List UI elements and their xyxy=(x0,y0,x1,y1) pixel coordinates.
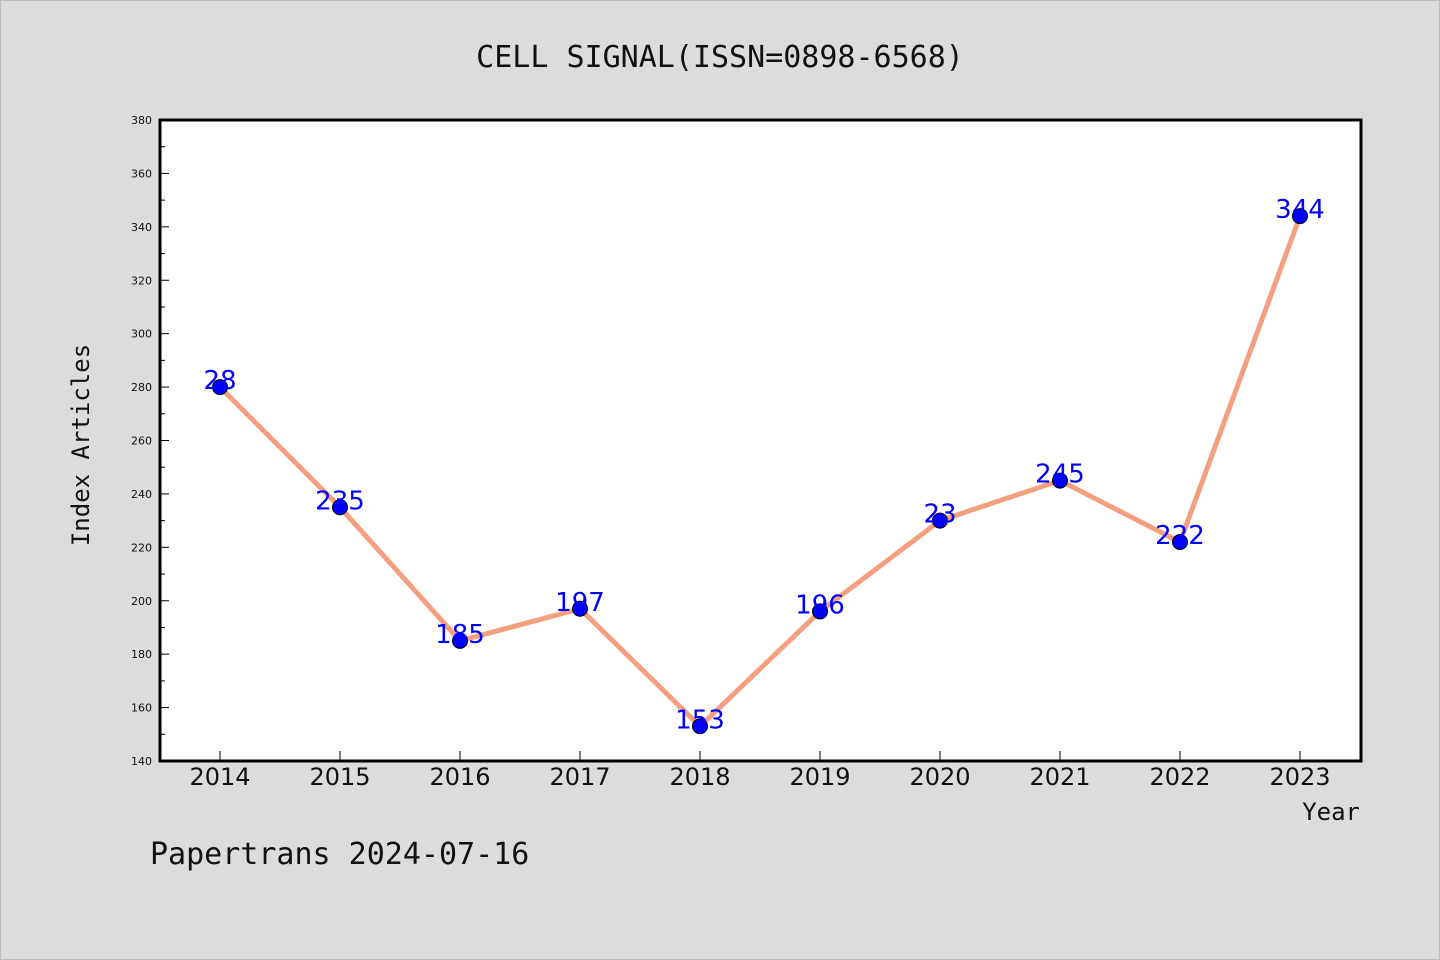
y-tick-label: 380 xyxy=(131,114,152,127)
data-label: 344 xyxy=(1275,195,1325,225)
series-line xyxy=(218,215,1303,729)
y-tick-label: 340 xyxy=(131,221,152,234)
data-label: 153 xyxy=(675,705,725,735)
data-point xyxy=(1292,208,1308,225)
x-axis-title: Year xyxy=(1302,798,1360,826)
x-axis: 2014 2015 2016 2017 2018 2019 2020 2021 2022 2023 xyxy=(189,751,1331,791)
data-label-group: 28 235 185 197 153 196 23 245 222 344 xyxy=(203,195,1324,735)
data-label: 245 xyxy=(1035,460,1085,490)
x-tick-label: 2019 xyxy=(789,763,850,791)
x-tick-label: 2015 xyxy=(309,763,370,791)
x-tick-label: 2017 xyxy=(549,763,610,791)
data-point xyxy=(212,379,228,396)
data-point xyxy=(1052,472,1068,489)
data-label: 196 xyxy=(795,590,845,620)
y-axis-title: Index Articles xyxy=(67,344,95,546)
x-tick-label: 2016 xyxy=(429,763,490,791)
plot-area xyxy=(158,118,1363,763)
data-point xyxy=(332,499,348,516)
y-tick-label: 260 xyxy=(131,435,152,448)
y-tick-label: 180 xyxy=(131,648,152,661)
y-tick-label: 200 xyxy=(131,595,152,608)
data-point xyxy=(692,718,708,735)
x-tick-label: 2020 xyxy=(909,763,970,791)
series-line-group xyxy=(212,208,1308,735)
data-label: 23 xyxy=(923,500,956,530)
data-label: 222 xyxy=(1155,521,1205,551)
data-label: 197 xyxy=(555,588,605,618)
footer-credit: Papertrans 2024-07-16 xyxy=(150,837,529,872)
x-tick-label: 2022 xyxy=(1149,763,1210,791)
chart-title: CELL SIGNAL(ISSN=0898-6568) xyxy=(476,40,964,75)
data-label: 28 xyxy=(203,366,236,396)
y-tick-label: 140 xyxy=(131,755,152,768)
x-tick-label: 2023 xyxy=(1269,763,1330,791)
y-tick-label: 300 xyxy=(131,328,152,341)
x-tick-label: 2018 xyxy=(669,763,730,791)
data-point xyxy=(932,512,948,529)
y-tick-label: 360 xyxy=(131,167,152,180)
data-label: 235 xyxy=(315,486,365,516)
data-point xyxy=(1172,533,1188,550)
data-point xyxy=(572,600,588,617)
y-tick-label: 240 xyxy=(131,488,152,501)
x-tick-label: 2021 xyxy=(1029,763,1090,791)
data-point xyxy=(452,632,468,649)
y-tick-label: 160 xyxy=(131,702,152,715)
data-label: 185 xyxy=(435,620,485,650)
y-axis: 140 160 180 200 220 240 260 280 300 320 340 360 380 xyxy=(131,114,169,768)
x-tick-label: 2014 xyxy=(189,763,250,791)
y-tick-label: 220 xyxy=(131,541,152,554)
y-tick-label: 280 xyxy=(131,381,152,394)
data-point xyxy=(812,603,828,620)
y-tick-label: 320 xyxy=(131,274,152,287)
